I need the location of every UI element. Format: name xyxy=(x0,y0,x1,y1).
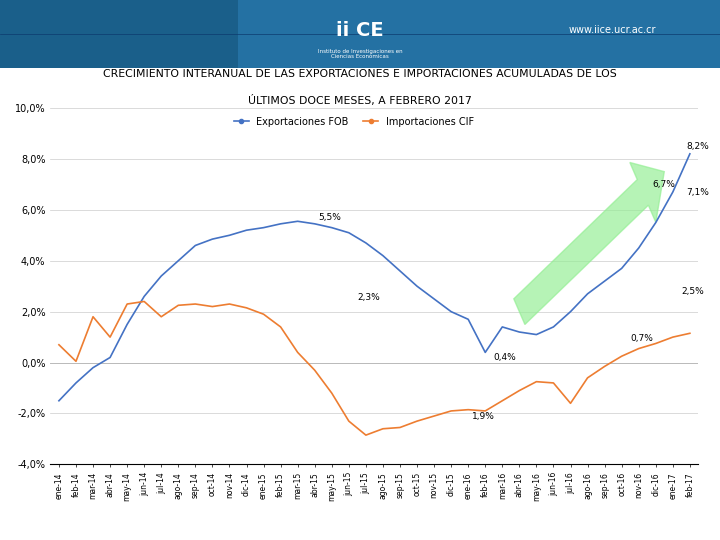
Text: 1,9%: 1,9% xyxy=(472,411,495,421)
Text: www.iice.ucr.ac.cr: www.iice.ucr.ac.cr xyxy=(568,25,656,36)
Text: 6,7%: 6,7% xyxy=(652,180,675,189)
FancyArrow shape xyxy=(514,163,665,325)
Bar xyxy=(0,0,238,68)
Text: 2,5%: 2,5% xyxy=(681,287,704,296)
Text: CRECIMIENTO INTERANUAL DE LAS EXPORTACIONES E IMPORTACIONES ACUMULADAS DE LOS: CRECIMIENTO INTERANUAL DE LAS EXPORTACIO… xyxy=(103,69,617,79)
Text: 2,3%: 2,3% xyxy=(357,293,380,302)
Text: 5,5%: 5,5% xyxy=(318,213,341,222)
Text: ÚLTIMOS DOCE MESES, A FEBRERO 2017: ÚLTIMOS DOCE MESES, A FEBRERO 2017 xyxy=(248,95,472,106)
Text: 0,4%: 0,4% xyxy=(494,353,516,362)
Text: 8,2%: 8,2% xyxy=(686,141,709,151)
Legend: Exportaciones FOB, Importaciones CIF: Exportaciones FOB, Importaciones CIF xyxy=(230,113,478,131)
Text: Instituto de Investigaciones en
Ciencias Económicas: Instituto de Investigaciones en Ciencias… xyxy=(318,49,402,59)
Text: 7,1%: 7,1% xyxy=(686,187,709,197)
Bar xyxy=(238,0,720,68)
Text: ii CE: ii CE xyxy=(336,21,384,40)
Text: 0,7%: 0,7% xyxy=(630,334,653,343)
